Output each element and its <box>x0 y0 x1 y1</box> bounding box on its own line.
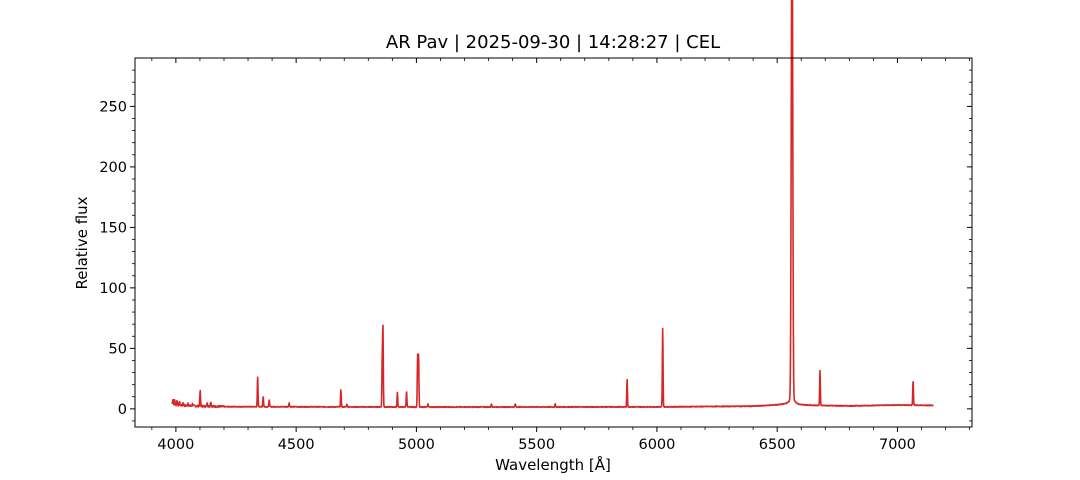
y-tick-label: 0 <box>118 402 127 418</box>
x-tick-label: 7000 <box>879 437 916 453</box>
x-axis-ticks: 4000 4500 5000 5500 6000 6500 7000 <box>151 58 970 453</box>
y-tick-label: 50 <box>109 341 127 357</box>
x-tick-label: 5500 <box>518 437 555 453</box>
x-tick-label: 6500 <box>759 437 796 453</box>
spectrum-line <box>171 0 934 409</box>
y-axis-ticks: 0 50 100 150 200 250 <box>99 69 972 422</box>
x-tick-label: 6000 <box>638 437 675 453</box>
x-tick-label: 4500 <box>278 437 315 453</box>
y-tick-label: 200 <box>99 160 127 176</box>
y-tick-label: 150 <box>99 220 127 236</box>
x-tick-label: 5000 <box>398 437 435 453</box>
x-axis-label: Wavelength [Å] <box>495 455 611 474</box>
chart-title: AR Pav | 2025-09-30 | 14:28:27 | CEL <box>386 32 720 53</box>
plot-area <box>171 0 934 409</box>
y-tick-label: 250 <box>99 99 127 115</box>
y-axis-label: Relative flux <box>73 196 91 289</box>
y-tick-label: 100 <box>99 281 127 297</box>
plot-frame <box>134 57 973 428</box>
x-tick-label: 4000 <box>157 437 194 453</box>
